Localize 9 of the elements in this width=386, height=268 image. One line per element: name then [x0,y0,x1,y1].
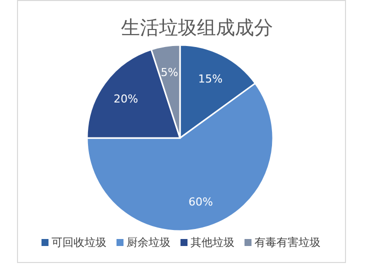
legend-label: 可回收垃圾 [52,236,106,249]
legend-label: 厨余垃圾 [126,236,170,249]
legend-label: 有毒有害垃圾 [254,236,320,249]
data-label: 15% [198,72,223,86]
data-label: 60% [188,196,213,209]
data-label: 5% [160,66,178,79]
data-label: 20% [114,92,138,106]
chart-title: 生活垃圾组成成分 [121,17,273,39]
legend-label: 其他垃圾 [190,236,234,249]
